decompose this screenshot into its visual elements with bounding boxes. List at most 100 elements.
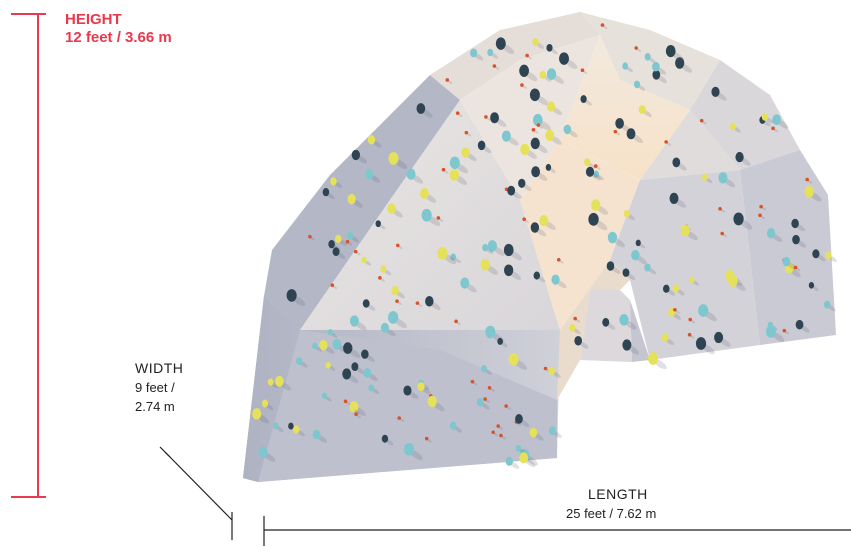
climbing-hold — [672, 284, 680, 293]
climbing-hold — [546, 101, 556, 112]
climbing-hold — [449, 421, 457, 430]
climbing-hold — [529, 88, 540, 102]
climbing-hold — [606, 261, 615, 271]
climbing-hold — [585, 166, 595, 177]
climbing-hold — [484, 115, 488, 119]
climbing-holds — [252, 23, 837, 469]
climbing-hold — [332, 338, 342, 350]
climbing-hold — [490, 112, 499, 124]
climbing-hold — [804, 185, 814, 198]
climbing-hold — [507, 185, 516, 196]
climbing-hold — [381, 434, 389, 443]
climbing-hold — [619, 313, 629, 326]
climbing-hold — [345, 239, 350, 244]
climbing-hold — [532, 38, 539, 47]
climbing-hold — [574, 335, 583, 346]
climbing-hold — [687, 332, 692, 337]
climbing-hold — [368, 384, 375, 392]
climbing-hold — [361, 256, 367, 264]
climbing-hold — [334, 234, 342, 243]
wall-facet — [630, 300, 650, 362]
climbing-hold — [661, 333, 669, 343]
climbing-hold — [688, 317, 693, 322]
climbing-hold — [312, 429, 321, 440]
climbing-hold — [529, 427, 538, 438]
climbing-hold — [437, 246, 448, 260]
climbing-hold — [342, 368, 352, 380]
climbing-hold — [485, 325, 496, 339]
climbing-hold — [460, 277, 470, 289]
length-dimension-line — [263, 516, 851, 546]
climbing-hold — [327, 329, 333, 336]
height-value: 12 feet / 3.66 m — [65, 29, 172, 46]
climbing-hold — [808, 281, 815, 289]
climbing-hold — [349, 315, 359, 327]
climbing-hold — [652, 61, 660, 72]
climbing-hold — [441, 167, 446, 172]
climbing-hold — [699, 118, 704, 123]
climbing-hold — [351, 149, 361, 161]
climbing-hold — [480, 258, 490, 271]
climbing-hold — [319, 339, 328, 351]
climbing-hold — [766, 228, 776, 239]
climbing-hold — [343, 342, 353, 354]
climbing-hold — [607, 231, 618, 244]
climbing-hold — [483, 397, 487, 401]
climbing-hold — [622, 339, 632, 351]
height-label: HEIGHT — [65, 11, 122, 28]
climbing-hold — [308, 234, 312, 239]
climbing-hold — [613, 129, 618, 134]
climbing-hold — [644, 53, 651, 61]
climbing-hold — [262, 399, 269, 408]
climbing-hold — [328, 240, 335, 249]
climbing-hold — [702, 173, 708, 181]
climbing-hold — [662, 284, 670, 293]
climbing-hold — [733, 212, 744, 226]
wall-facet — [640, 110, 740, 180]
climbing-hold — [312, 342, 318, 350]
climbing-hold — [518, 178, 526, 188]
climbing-hold — [689, 276, 695, 284]
climbing-hold — [588, 212, 599, 226]
wall-facet — [264, 75, 460, 330]
climbing-hold — [825, 251, 832, 260]
climbing-hold — [531, 166, 541, 178]
climbing-hold — [375, 220, 381, 228]
climbing-hold — [812, 249, 820, 259]
climbing-hold — [470, 379, 475, 384]
wall-facet — [740, 150, 836, 345]
climbing-hold — [792, 234, 800, 245]
climbing-hold — [714, 331, 724, 344]
climbing-hold — [638, 105, 646, 115]
width-value-line-1: 9 feet / — [135, 380, 175, 395]
climbing-hold — [531, 128, 536, 132]
climbing-hold — [330, 283, 335, 287]
climbing-hold — [445, 78, 450, 82]
climbing-hold — [275, 375, 284, 387]
climbing-hold — [415, 301, 420, 305]
climbing-hold — [367, 135, 376, 145]
climbing-hold — [543, 366, 548, 371]
climbing-hold — [351, 362, 359, 371]
climbing-hold — [556, 257, 561, 262]
climbing-hold — [520, 143, 530, 155]
climbing-hold — [395, 243, 400, 248]
width-dimension-line — [159, 446, 233, 540]
climbing-hold — [793, 265, 798, 270]
climbing-hold — [548, 426, 556, 436]
climbing-hold — [325, 362, 331, 369]
climbing-hold — [482, 243, 489, 252]
climbing-hold — [343, 399, 348, 404]
climbing-hold — [600, 23, 605, 27]
climbing-hold — [718, 206, 722, 211]
climbing-hold — [497, 337, 503, 345]
climbing-hold — [546, 43, 553, 52]
climbing-hold — [391, 285, 399, 296]
climbing-hold — [425, 295, 434, 307]
climbing-hold — [403, 385, 412, 396]
climbing-hold — [633, 80, 641, 89]
climbing-hold — [519, 64, 530, 77]
climbing-hold — [758, 213, 762, 218]
climbing-hold — [591, 199, 601, 211]
